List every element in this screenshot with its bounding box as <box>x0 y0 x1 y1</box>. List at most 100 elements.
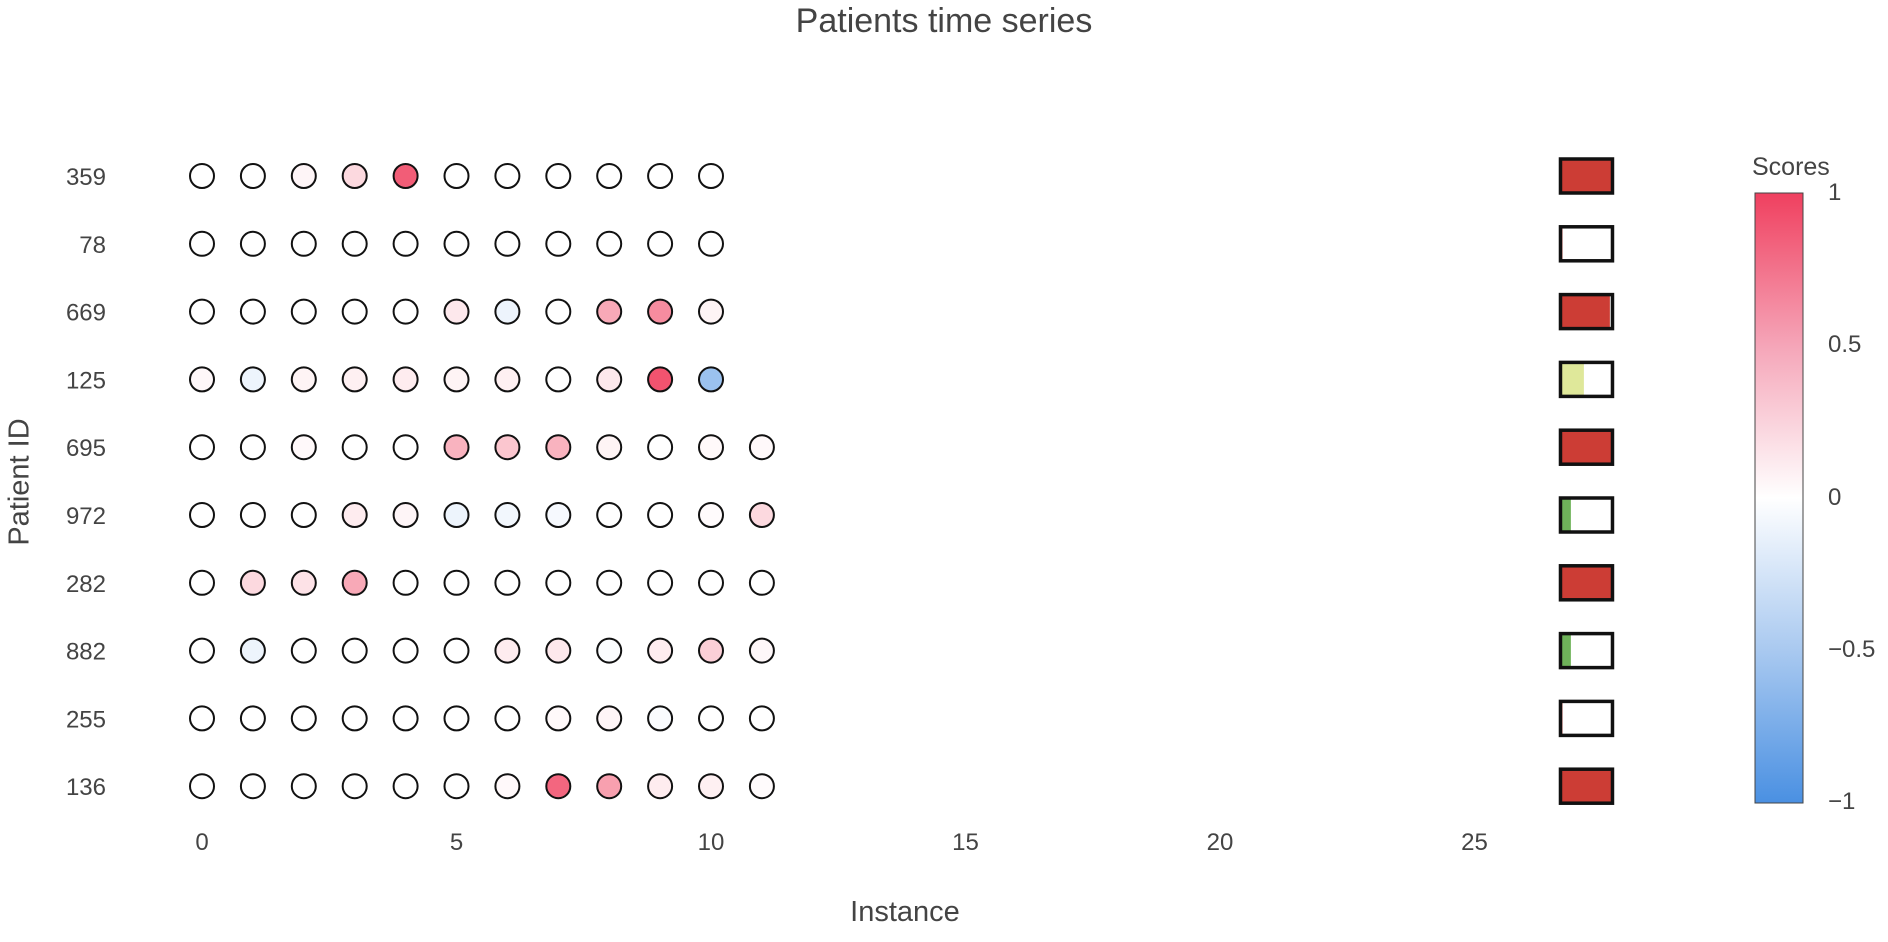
score-point <box>647 230 674 257</box>
y-tick-label: 972 <box>66 503 106 530</box>
y-tick-label: 695 <box>66 435 106 462</box>
score-point <box>290 569 317 596</box>
score-point <box>698 366 724 393</box>
score-point <box>392 773 419 800</box>
score-point <box>443 773 470 800</box>
score-point <box>596 773 623 800</box>
score-point <box>290 163 317 189</box>
y-tick-label: 255 <box>66 706 106 733</box>
colorbar-title: Scores <box>1752 153 1830 181</box>
score-point <box>698 298 724 325</box>
colorbar-tick-label: 0.5 <box>1828 331 1862 358</box>
score-point <box>545 705 572 732</box>
score-point <box>494 298 521 325</box>
indicator-box <box>1558 496 1615 534</box>
score-point <box>494 434 521 461</box>
score-point <box>239 298 266 325</box>
score-point <box>647 502 674 528</box>
score-point <box>494 705 521 732</box>
score-point <box>341 434 368 461</box>
score-point <box>596 230 623 257</box>
score-point <box>596 434 623 461</box>
score-point <box>647 569 674 596</box>
x-tick-label: 20 <box>1207 829 1234 856</box>
score-point <box>341 569 368 596</box>
score-point <box>698 230 724 257</box>
y-tick-label: 78 <box>79 232 106 259</box>
colorbar-gradient <box>1754 192 1804 804</box>
x-tick-label: 5 <box>450 829 463 856</box>
x-tick-label: 10 <box>698 829 725 856</box>
indicator-fill <box>1560 362 1584 397</box>
score-point <box>698 502 724 528</box>
score-point <box>341 705 368 732</box>
score-point <box>392 298 419 325</box>
score-point <box>341 230 368 257</box>
y-tick-label: 282 <box>66 571 106 598</box>
indicator-background <box>1560 226 1613 261</box>
score-point <box>239 637 266 664</box>
indicator-box <box>1558 428 1615 466</box>
score-point <box>341 366 368 393</box>
indicator-fill <box>1560 430 1613 465</box>
score-point <box>239 705 266 732</box>
x-axis-label: Instance <box>850 896 960 928</box>
score-point <box>189 502 215 528</box>
score-point <box>392 569 419 596</box>
score-point <box>189 230 215 257</box>
indicator-box <box>1558 360 1615 399</box>
score-point <box>647 434 674 461</box>
score-point <box>341 163 368 189</box>
indicator-fill <box>1560 633 1571 668</box>
patient-indicators <box>1558 157 1615 805</box>
score-point <box>290 230 317 257</box>
score-point <box>698 434 724 461</box>
score-point <box>189 773 215 800</box>
score-point <box>596 298 623 325</box>
score-point <box>647 298 674 325</box>
score-point <box>494 366 521 393</box>
score-point <box>494 637 521 664</box>
score-point <box>545 569 572 596</box>
score-point <box>596 569 623 596</box>
indicator-box <box>1558 292 1615 331</box>
y-tick-label: 669 <box>66 300 106 327</box>
score-point <box>443 637 470 664</box>
indicator-box <box>1558 767 1615 805</box>
score-point <box>545 637 572 664</box>
score-point <box>189 434 215 461</box>
score-point <box>239 569 266 596</box>
score-point <box>392 366 419 393</box>
score-point <box>443 705 470 732</box>
data-points <box>189 163 775 800</box>
indicator-box <box>1558 631 1615 670</box>
score-point <box>545 163 572 189</box>
indicator-box <box>1558 564 1615 602</box>
indicator-box <box>1558 699 1615 738</box>
indicator-box <box>1558 157 1615 195</box>
score-point <box>239 163 266 189</box>
indicator-box <box>1558 225 1615 263</box>
score-point <box>443 230 470 257</box>
colorbar-tick-label: 1 <box>1828 179 1842 206</box>
score-point <box>494 163 521 189</box>
score-point <box>748 637 775 664</box>
x-tick-label: 15 <box>952 829 979 856</box>
indicator-fill <box>1560 769 1613 804</box>
score-point <box>239 502 266 528</box>
score-point <box>189 163 215 189</box>
score-point <box>341 637 368 664</box>
score-point <box>290 705 317 732</box>
score-point <box>545 773 572 800</box>
score-point <box>647 366 674 393</box>
indicator-background <box>1560 701 1613 736</box>
score-point <box>494 773 521 800</box>
score-point <box>748 502 775 528</box>
indicator-fill <box>1560 159 1613 193</box>
score-point <box>189 366 215 393</box>
chart-title: Patients time series <box>795 2 1093 40</box>
score-point <box>443 502 470 528</box>
indicator-fill <box>1560 498 1571 532</box>
y-axis-ticks: 359 78 669 125 695 972 282 882 255 136 <box>66 164 106 801</box>
score-point <box>290 366 317 393</box>
